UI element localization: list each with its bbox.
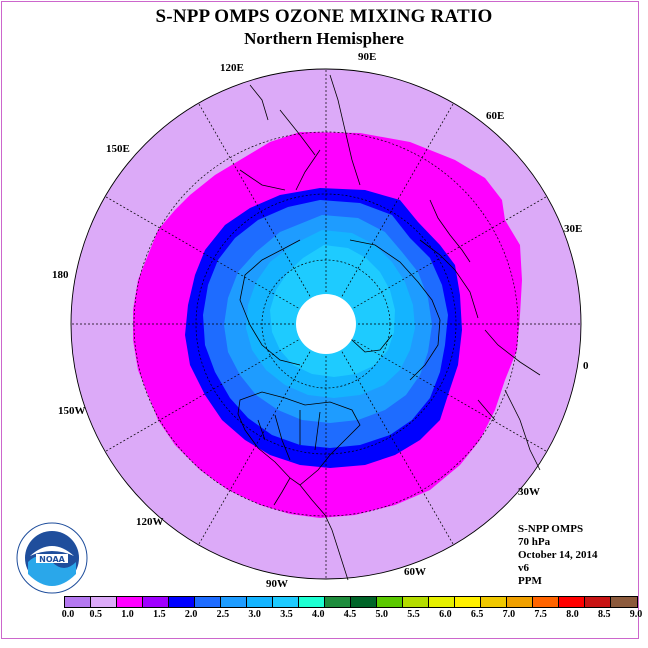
lon-label-90e: 90E <box>358 51 377 63</box>
colorbar-swatch <box>403 597 429 607</box>
colorbar-swatch <box>169 597 195 607</box>
lon-label-60e: 60E <box>486 110 505 122</box>
colorbar-tick-label: 8.5 <box>597 609 611 620</box>
colorbar-tick-label: 4.5 <box>343 609 357 620</box>
colorbar-tick-label: 3.5 <box>280 609 293 620</box>
colorbar-tick-label: 2.0 <box>184 609 198 620</box>
colorbar-ticks: 0.0 0.5 1.0 1.5 2.0 2.5 3.0 3.5 4.0 4.5 5.0 5.5 6.0 6… <box>0 609 648 623</box>
colorbar-swatch <box>325 597 351 607</box>
lon-label-30w: 30W <box>518 486 540 498</box>
lon-label-90w: 90W <box>266 578 288 590</box>
info-version: v6 <box>518 562 529 574</box>
colorbar-swatch <box>481 597 507 607</box>
colorbar-tick-label: 1.0 <box>121 609 134 620</box>
lon-label-150e: 150E <box>106 143 130 155</box>
lon-label-120e: 120E <box>220 62 244 74</box>
coastlines <box>237 74 541 581</box>
colorbar-swatch <box>273 597 299 607</box>
colorbar-swatch <box>195 597 221 607</box>
lon-label-30e: 30E <box>564 223 583 235</box>
colorbar-tick-label: 0.5 <box>89 609 103 620</box>
colorbar-tick-label: 7.5 <box>534 609 547 620</box>
colorbar-swatch <box>533 597 559 607</box>
colorbar-tick-label: 7.0 <box>502 609 516 620</box>
info-instrument: S-NPP OMPS <box>518 523 584 535</box>
colorbar-swatch <box>221 597 247 607</box>
colorbar-swatch <box>65 597 91 607</box>
colorbar-tick-label: 8.0 <box>566 609 579 620</box>
colorbar-tick-label: 2.5 <box>216 609 230 620</box>
colorbar-tick-label: 1.5 <box>153 609 166 620</box>
colorbar-swatch <box>299 597 325 607</box>
colorbar-swatch <box>507 597 533 607</box>
lon-label-180: 180 <box>52 269 69 281</box>
colorbar-tick-label: 0.0 <box>61 609 75 620</box>
colorbar-tick-label: 6.5 <box>470 609 484 620</box>
lon-label-60w: 60W <box>404 566 426 578</box>
product-info: S-NPP OMPS 70 hPa October 14, 2014 v6 PP… <box>518 523 598 588</box>
colorbar-swatch <box>247 597 273 607</box>
map-border <box>70 68 582 580</box>
colorbar-swatch <box>585 597 611 607</box>
colorbar-tick-label: 9.0 <box>629 609 643 620</box>
lon-label-120w: 120W <box>136 516 164 528</box>
colorbar-swatch <box>611 597 637 607</box>
colorbar-swatch <box>351 597 377 607</box>
colorbar-tick-label: 5.5 <box>407 609 420 620</box>
colorbar-swatch <box>117 597 143 607</box>
colorbar-swatch <box>429 597 455 607</box>
colorbar-swatch <box>559 597 585 607</box>
plot-frame <box>1 1 639 639</box>
page-title: S-NPP OMPS OZONE MIXING RATIO <box>155 6 493 27</box>
colorbar-tick-label: 4.0 <box>311 609 325 620</box>
colorbar-swatch <box>91 597 117 607</box>
lon-label-150w: 150W <box>58 405 86 417</box>
colorbar-swatch <box>143 597 169 607</box>
colorbar <box>64 596 638 608</box>
info-date: October 14, 2014 <box>518 549 598 561</box>
colorbar-tick-label: 6.0 <box>439 609 452 620</box>
noaa-logo-icon: NOAA <box>16 522 88 594</box>
colorbar-tick-label: 5.0 <box>375 609 389 620</box>
svg-text:NOAA: NOAA <box>39 555 65 564</box>
colorbar-swatch <box>377 597 403 607</box>
colorbar-tick-label: 3.0 <box>248 609 261 620</box>
info-units: PPM <box>518 575 542 587</box>
colorbar-swatch <box>455 597 481 607</box>
graticule <box>71 69 581 579</box>
lon-label-0: 0 <box>583 360 589 372</box>
pole-missing-data-disc <box>296 294 356 354</box>
page-subtitle: Northern Hemisphere <box>244 29 404 48</box>
info-level: 70 hPa <box>518 536 551 548</box>
